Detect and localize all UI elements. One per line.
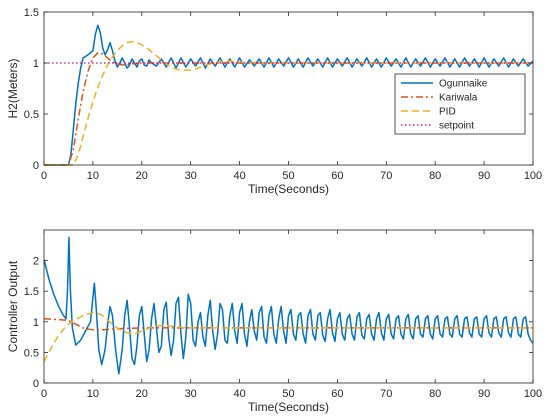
series-line-kariwala [44,52,533,166]
x-axis-label: Time(Seconds) [248,182,329,196]
x-tick-label: 100 [524,388,542,400]
series-line-pid [44,311,533,362]
legend: Ogunnaike Kariwala PID setpoint [394,73,526,135]
x-tick-label: 0 [41,170,47,182]
y-tick-label: 1 [33,317,39,329]
series-group [44,24,533,166]
x-tick-label: 90 [478,170,490,182]
x-tick-label: 90 [478,388,490,400]
top-plot: 0 10 20 30 40 50 60 70 80 90 100 0 0.5 1 1.5 Time(Secon… [6,7,542,196]
y-tick-label: 0.5 [24,347,39,359]
x-axis-label: Time(Seconds) [248,400,329,414]
y-tick-label: 1 [33,58,39,70]
series-group [44,236,533,375]
y-tick-label: 2 [33,256,39,268]
x-tick-label: 40 [233,170,245,182]
x-tick-label: 10 [87,388,99,400]
x-tick-label: 40 [233,388,245,400]
x-tick-label: 70 [380,388,392,400]
y-axis-label: Controller Output [6,260,20,352]
series-line-ogunnaike [44,236,533,375]
x-tick-label: 50 [282,170,294,182]
x-tick-label: 60 [331,170,343,182]
x-tick-label: 30 [185,170,197,182]
series-line-pid [44,40,533,166]
legend-label-ogunnaike: Ogunnaike [439,79,488,90]
y-tick-label: 1.5 [24,286,39,298]
legend-label-kariwala: Kariwala [439,93,478,104]
x-tick-label: 20 [136,170,148,182]
x-tick-label: 10 [87,170,99,182]
x-tick-label: 70 [380,170,392,182]
x-tick-label: 80 [429,170,441,182]
x-tick-label: 0 [41,388,47,400]
y-tick-label: 1.5 [24,7,39,19]
bottom-plot: 0 10 20 30 40 50 60 70 80 90 100 0 0.5 1 1.5 2 Time(Seco… [6,229,542,414]
series-line-kariwala [44,317,533,331]
x-tick-label: 80 [429,388,441,400]
x-tick-label: 50 [282,388,294,400]
y-tick-label: 0 [33,378,39,390]
legend-box [394,73,526,135]
x-tick-label: 30 [185,388,197,400]
y-axis-label: H2(Meters) [6,58,20,118]
y-tick-label: 0 [33,160,39,172]
x-tick-label: 20 [136,388,148,400]
x-tick-label: 100 [524,170,542,182]
legend-label-pid: PID [439,107,456,118]
y-tick-label: 0.5 [24,109,39,121]
legend-label-setpoint: setpoint [439,121,474,132]
x-tick-label: 60 [331,388,343,400]
